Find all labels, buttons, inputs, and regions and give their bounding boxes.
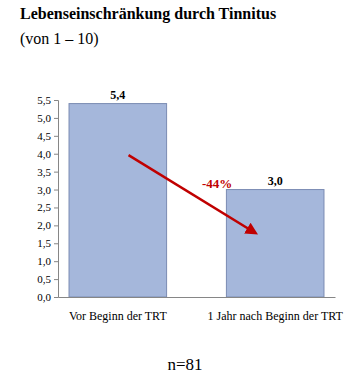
subtitle: (von 1 – 10) (20, 30, 99, 48)
y-tick: 3,0 (37, 184, 58, 196)
y-tick-mark (54, 207, 58, 208)
y-tick-mark (54, 100, 58, 101)
y-tick: 1,0 (37, 255, 58, 267)
y-tick-label: 3,5 (37, 166, 51, 178)
y-tick-label: 1,5 (37, 237, 51, 249)
y-tick-mark (54, 172, 58, 173)
arrow (129, 155, 254, 232)
y-tick: 0,5 (37, 273, 58, 285)
y-tick-label: 0,5 (37, 273, 51, 285)
y-tick: 3,5 (37, 166, 58, 178)
change-annotation: -44% (202, 176, 232, 191)
y-tick-mark (54, 279, 58, 280)
y-tick: 5,0 (37, 112, 58, 124)
x-axis: Vor Beginn der TRT 1 Jahr nach Beginn der… (59, 297, 344, 323)
y-tick: 1,5 (37, 237, 58, 249)
x-tick-label: Vor Beginn der TRT (69, 309, 167, 323)
y-tick: 2,5 (37, 201, 58, 213)
y-axis: 0,0 0,5 1,0 1,5 2,0 2,5 3,0 3,5 4,0 4,5 5,0 5,5 (37, 94, 58, 303)
y-tick-label: 1,0 (37, 255, 51, 267)
y-tick: 5,5 (37, 94, 58, 106)
data-labels: 5,4 3,0 (110, 88, 282, 188)
y-axis-line (54, 101, 59, 298)
y-tick: 4,0 (37, 148, 58, 160)
y-tick: 4,5 (37, 130, 58, 142)
title: Lebenseinschränkung durch Tinnitus (20, 5, 276, 23)
y-tick-mark (54, 190, 58, 191)
y-tick-label: 4,5 (37, 130, 51, 142)
y-tick-label: 3,0 (37, 184, 51, 196)
chart: Lebenseinschränkung durch Tinnitus (von 1… (0, 0, 360, 387)
data-label: 3,0 (268, 174, 283, 188)
y-tick-mark (54, 118, 58, 119)
y-tick-mark (54, 297, 58, 298)
y-tick-mark (54, 136, 58, 137)
y-tick-label: 2,5 (37, 201, 51, 213)
x-tick: 1 Jahr nach Beginn der TRT (208, 297, 344, 323)
bar (69, 104, 167, 297)
y-tick-label: 0,0 (37, 291, 51, 303)
y-tick-mark (54, 243, 58, 244)
bar (226, 190, 324, 297)
y-tick-label: 5,5 (37, 94, 51, 106)
x-tick: Vor Beginn der TRT (69, 297, 167, 323)
y-tick-label: 4,0 (37, 148, 51, 160)
sample-size: n=81 (167, 355, 202, 374)
y-tick: 0,0 (37, 291, 58, 303)
data-label: 5,4 (110, 88, 125, 102)
y-tick-mark (54, 225, 58, 226)
y-tick-mark (54, 261, 58, 262)
y-tick-label: 2,0 (37, 219, 51, 231)
y-tick-mark (54, 154, 58, 155)
x-axis-line (59, 297, 336, 298)
y-tick: 2,0 (37, 219, 58, 231)
y-tick-label: 5,0 (37, 112, 51, 124)
bars (69, 104, 324, 297)
x-tick-label: 1 Jahr nach Beginn der TRT (208, 309, 344, 323)
